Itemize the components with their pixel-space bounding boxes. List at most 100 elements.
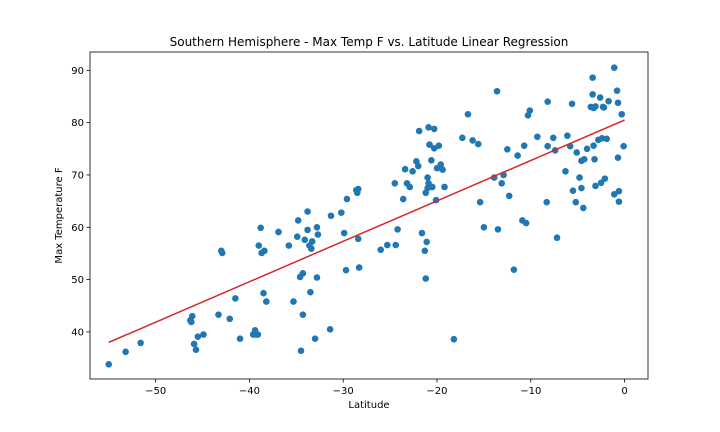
data-point [439, 166, 446, 174]
data-point [383, 241, 391, 249]
data-point [192, 346, 200, 354]
data-point [290, 298, 297, 305]
data-point [415, 127, 423, 135]
data-point [430, 125, 438, 133]
x-axis-ticks: −50 −40 −30 −20 −10 0 [145, 379, 628, 397]
data-point [526, 107, 534, 114]
data-point [409, 167, 416, 175]
data-point [476, 198, 484, 206]
data-point [615, 187, 623, 195]
data-point [564, 132, 571, 140]
data-point [510, 266, 518, 273]
data-point [327, 212, 335, 220]
data-point [424, 174, 431, 181]
y-tick-label: 80 [71, 118, 84, 129]
data-point [399, 195, 407, 203]
data-point [308, 238, 316, 245]
data-point [493, 87, 501, 95]
data-point [610, 191, 618, 198]
x-tick-label: −50 [145, 386, 166, 397]
data-point [294, 217, 302, 224]
data-point [534, 133, 541, 141]
data-point [569, 187, 577, 194]
data-point [601, 175, 609, 182]
data-point [596, 94, 604, 101]
y-tick-label: 50 [71, 275, 84, 286]
data-point [218, 249, 226, 257]
data-point [553, 234, 561, 242]
data-point [605, 97, 612, 105]
y-tick-label: 40 [71, 327, 84, 338]
x-tick-label: −10 [520, 386, 541, 397]
data-point [522, 219, 530, 227]
data-point [137, 339, 144, 347]
data-point [421, 247, 429, 255]
data-point [494, 226, 502, 233]
data-point [301, 236, 309, 244]
y-tick-label: 70 [71, 170, 84, 181]
data-point [261, 247, 268, 255]
data-point [263, 298, 270, 305]
y-axis-ticks: 40 50 60 70 80 90 [71, 66, 90, 338]
data-point [354, 185, 362, 193]
data-point [285, 242, 293, 249]
data-point [401, 165, 409, 173]
data-point [441, 183, 448, 191]
data-point [254, 331, 262, 338]
data-point [469, 137, 476, 144]
data-point [589, 74, 596, 81]
data-point [338, 209, 345, 216]
data-point [326, 325, 334, 333]
data-point [377, 246, 385, 254]
data-point [342, 266, 350, 274]
data-point [215, 311, 222, 318]
data-point [426, 141, 433, 148]
data-point [592, 103, 599, 110]
y-tick-label: 90 [71, 66, 84, 77]
data-point [583, 145, 591, 153]
data-point [255, 242, 263, 249]
data-point [610, 64, 618, 71]
y-axis-label: Max Temperature F [54, 167, 65, 263]
data-point [355, 264, 363, 271]
data-point [578, 184, 585, 192]
x-tick-label: −40 [239, 386, 260, 397]
data-point [188, 312, 196, 320]
data-point [236, 335, 244, 343]
data-point [549, 134, 557, 142]
data-point [450, 335, 458, 343]
data-point [504, 146, 511, 153]
data-point [122, 348, 129, 356]
data-point [226, 315, 234, 323]
data-point [464, 110, 472, 118]
data-point [190, 340, 198, 348]
data-points [105, 64, 627, 368]
x-axis-label: Latitude [348, 400, 389, 411]
data-point [105, 361, 113, 368]
data-point [579, 204, 587, 212]
data-point [429, 183, 436, 191]
data-point [603, 135, 611, 143]
data-point [418, 229, 426, 237]
data-point [614, 154, 622, 161]
data-point [620, 142, 627, 150]
data-point [474, 140, 482, 148]
data-point [580, 155, 588, 163]
data-point [520, 142, 528, 149]
data-point [343, 195, 351, 203]
x-tick-label: −20 [426, 386, 447, 397]
x-tick-label: −30 [333, 386, 354, 397]
data-point [576, 174, 583, 181]
chart-title: Southern Hemisphere - Max Temp F vs. Lat… [170, 35, 569, 49]
data-point [422, 275, 430, 282]
data-point [297, 347, 305, 355]
data-point [514, 152, 521, 159]
data-point [354, 235, 362, 243]
y-tick-label: 60 [71, 223, 84, 234]
data-point [232, 295, 239, 302]
data-point [590, 142, 597, 149]
data-point [299, 270, 307, 277]
data-point [406, 183, 414, 191]
